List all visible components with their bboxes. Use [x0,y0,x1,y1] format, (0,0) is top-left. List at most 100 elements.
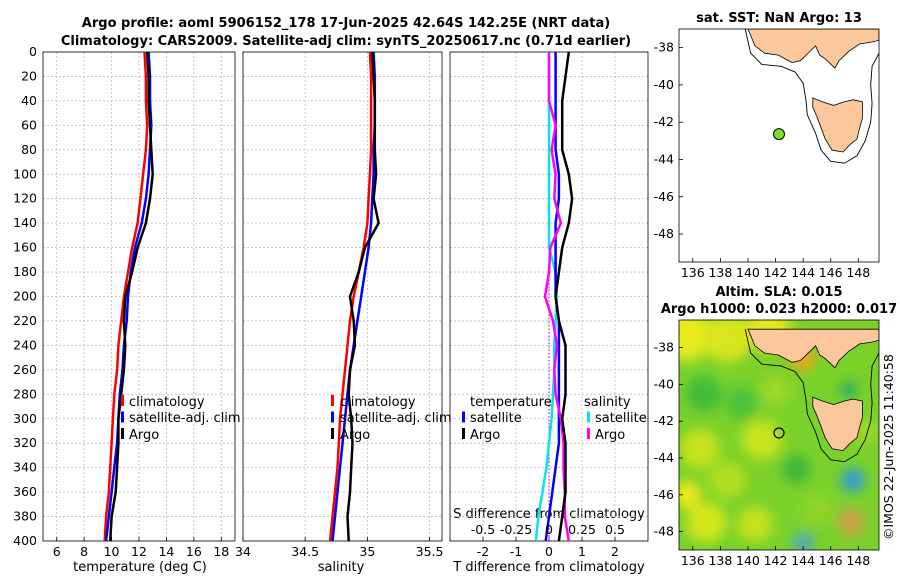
tasmania-land [812,396,863,452]
sla-map-content [679,320,879,550]
legend-temperature-title: temperature [470,395,552,410]
depth-tick-label: 20 [21,68,37,83]
x-tick-label: 0 [545,544,553,559]
grid [242,51,442,542]
title-line-2: Climatology: CARS2009. Satellite-adj cli… [61,34,631,49]
lon-tick-label: 136 [681,265,705,280]
x-tick-label: 14 [158,544,174,559]
legend-salinity-argo-marker [587,428,590,439]
legend-salinity-satellite-marker [587,411,590,423]
legend-climatology-marker [331,395,334,406]
sla-anomaly-blob [725,386,758,419]
sla-map: Altim. SLA: 0.015 Argo h1000: 0.023 h200… [654,285,898,568]
lat-tick-label: -46 [654,487,674,502]
depth-tick-label: 340 [13,460,37,475]
argo-line [346,51,380,542]
axes-frame [242,51,443,542]
legend-argo-label: Argo [340,428,370,443]
sla-anomaly-blob [793,532,814,550]
lat-tick-label: -40 [654,77,674,92]
climatology-line [328,51,373,542]
lon-tick-label: 146 [819,553,843,568]
legend-temperature-argo-label: Argo [470,428,500,443]
temperature-legend: climatology satellite-adj. clim Argo [121,395,241,443]
argo-float-marker [773,427,785,439]
lon-tick-label: 138 [708,553,732,568]
sst-map-title: sat. SST: NaN Argo: 13 [696,11,862,26]
depth-tick-label: 80 [21,142,37,157]
sla-anomaly-blob [685,375,722,412]
lon-tick-label: 138 [708,265,732,280]
depth-tick-label: 140 [13,215,37,230]
title-line-1: Argo profile: aoml 5906152_178 17-Jun-20… [82,16,610,31]
lat-tick-label: -44 [654,151,674,166]
lat-tick-label: -40 [654,376,674,391]
lat-tick-label: -42 [654,114,674,129]
depth-tick-label: 240 [13,337,37,352]
lon-tick-label: 142 [764,265,788,280]
legend-temperature-satellite-marker [462,411,465,423]
lat-tick-label: -38 [654,340,674,355]
depth-tick-label: 100 [13,166,37,181]
depth-tick-label: 360 [13,484,37,499]
depth-tick-label: 380 [13,509,37,524]
s-tick-label: 0.5 [605,522,625,537]
legend-argo-label: Argo [129,428,159,443]
temperature-x-label: temperature (deg C) [73,560,207,575]
x-tick-label: -1 [510,544,522,559]
depth-contour [744,329,879,463]
lon-tick-label: 148 [846,553,870,568]
sla-anomaly-blob [703,320,752,363]
sla-map-title-1: Altim. SLA: 0.015 [716,285,843,300]
legend-salinity-satellite-label: satellite [595,411,647,426]
sla-map-title-2: Argo h1000: 0.023 h2000: 0.017 [661,302,897,317]
salinity-satellite-line [534,52,559,542]
s-difference-ticks: -0.5 -0.25 0 0.25 0.5 [471,522,625,537]
lat-tick-label: -42 [654,413,674,428]
legend-argo-marker [331,428,334,439]
s-tick-label: -0.25 [500,522,532,537]
legend-climatology-label: climatology [340,395,416,410]
lat-tick-label: -48 [654,524,674,539]
x-tick-label: 34.5 [291,544,319,559]
temperature-panel: temperature (deg C) 6 8 10 12 14 16 1802040608… [13,44,240,575]
salinity-panel: salinity 34 34.5 35 35.5 climatology satell… [235,51,452,575]
depth-tick-label: 200 [13,289,37,304]
sla-anomaly-blob [840,468,865,493]
x-tick-label: 2 [611,544,619,559]
lon-tick-label: 140 [736,265,760,280]
salinity-argo-line [543,52,571,542]
lon-tick-label: 146 [819,265,843,280]
argo-float-marker [773,128,785,141]
depth-tick-label: 300 [13,411,37,426]
legend-temperature-argo-marker [462,428,465,439]
x-tick-label: 35 [359,544,375,559]
legend-climatology-label: climatology [129,395,205,410]
lon-tick-label: 144 [791,553,815,568]
depth-tick-label: 0 [29,44,37,59]
x-tick-label: 8 [80,544,88,559]
legend-satellite-marker [331,411,334,423]
s-tick-label: -0.5 [471,522,495,537]
difference-panel: T difference from climatology S differen… [449,51,649,575]
tasmania-land [812,97,863,153]
legend-salinity-title: salinity [584,395,631,410]
legend-climatology-marker [121,395,124,406]
sla-anomaly-blob [761,375,790,404]
x-tick-label: 16 [186,544,202,559]
legend-satellite-adj-clim-label: satellite-adj. clim [340,411,452,426]
x-tick-label: 18 [213,544,229,559]
x-tick-label: 6 [53,544,61,559]
depth-tick-label: 160 [13,240,37,255]
depth-contour [744,29,879,164]
difference-legend: temperature satellite Argo salinity sate… [462,395,647,443]
lon-tick-label: 142 [764,553,788,568]
temperature-argo-line [554,51,574,542]
x-tick-label: 12 [131,544,147,559]
climatology-line [103,51,149,542]
t-difference-x-label: T difference from climatology [452,560,645,575]
legend-salinity-argo-label: Argo [595,428,625,443]
sla-anomaly-blob [741,419,782,460]
s-tick-label: 0 [545,522,553,537]
